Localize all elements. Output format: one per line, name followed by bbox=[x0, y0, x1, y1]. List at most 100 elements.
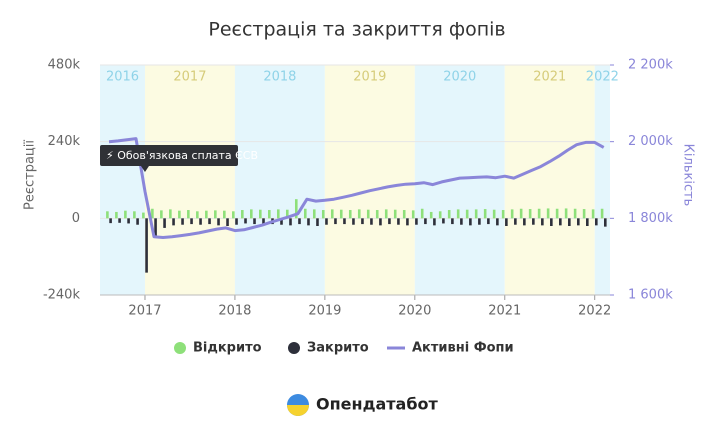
year-band bbox=[234, 65, 325, 295]
bar bbox=[397, 218, 400, 225]
bar bbox=[537, 208, 541, 219]
bar bbox=[289, 218, 292, 226]
bar bbox=[352, 218, 355, 225]
plot-background bbox=[100, 65, 610, 295]
y-tick-label: 480k bbox=[48, 58, 81, 73]
bar bbox=[483, 209, 487, 219]
bar bbox=[532, 218, 535, 225]
y-tick-label: 0 bbox=[72, 211, 80, 226]
bar bbox=[294, 199, 298, 219]
bar bbox=[402, 210, 406, 219]
bar bbox=[312, 209, 316, 219]
bar bbox=[136, 218, 139, 225]
bar bbox=[307, 218, 310, 226]
bar bbox=[496, 218, 499, 226]
bar bbox=[568, 218, 571, 226]
bar bbox=[465, 209, 469, 219]
bar bbox=[199, 218, 202, 225]
bar bbox=[303, 208, 307, 219]
bar bbox=[492, 209, 496, 219]
bar bbox=[433, 218, 436, 226]
x-tick-label: 2022 bbox=[578, 304, 611, 319]
band-label: 2017 bbox=[173, 70, 206, 85]
bar bbox=[501, 210, 505, 219]
bar bbox=[118, 218, 121, 223]
bar bbox=[217, 218, 220, 226]
bar bbox=[325, 218, 328, 225]
bar bbox=[187, 210, 190, 219]
x-tick-label: 2019 bbox=[308, 304, 341, 319]
band-label: 2020 bbox=[443, 70, 476, 85]
bar bbox=[559, 218, 562, 226]
bar bbox=[505, 218, 508, 226]
bar bbox=[208, 218, 211, 225]
bar bbox=[109, 218, 112, 224]
bar bbox=[160, 210, 163, 219]
bar bbox=[169, 209, 172, 219]
band-label: 2022 bbox=[586, 70, 619, 85]
bar bbox=[582, 209, 586, 219]
annotation-box bbox=[100, 145, 238, 166]
bar bbox=[591, 209, 595, 219]
bar bbox=[259, 209, 262, 219]
bar bbox=[406, 218, 409, 226]
bar bbox=[375, 210, 379, 219]
bar bbox=[447, 210, 451, 219]
bar bbox=[145, 218, 148, 273]
legend-label: Відкрито bbox=[193, 341, 262, 356]
bar bbox=[321, 210, 325, 219]
bar bbox=[384, 209, 388, 219]
bar bbox=[546, 208, 550, 219]
bar bbox=[357, 209, 361, 219]
bar bbox=[478, 218, 481, 225]
year-band bbox=[144, 65, 235, 295]
bar bbox=[460, 218, 463, 225]
bar bbox=[541, 218, 544, 226]
year-band bbox=[504, 65, 595, 295]
bar bbox=[334, 218, 337, 225]
band-label: 2019 bbox=[353, 70, 386, 85]
bar bbox=[528, 209, 532, 219]
legend-label: Закрито bbox=[307, 341, 369, 356]
legend-label: Активні Фопи bbox=[412, 341, 514, 356]
bar bbox=[595, 218, 598, 226]
year-band bbox=[414, 65, 505, 295]
bar bbox=[564, 208, 568, 219]
bar bbox=[379, 218, 382, 226]
bar bbox=[232, 211, 235, 219]
y2-axis-label: Кількість bbox=[681, 144, 696, 207]
bar bbox=[370, 218, 373, 225]
y2-tick-label: 2 000k bbox=[628, 134, 673, 149]
y2-tick-label: 2 200k bbox=[628, 58, 673, 73]
bar bbox=[241, 210, 244, 219]
bar bbox=[178, 210, 181, 219]
bar bbox=[226, 218, 229, 226]
bar bbox=[235, 218, 238, 225]
bar bbox=[429, 211, 433, 219]
bar bbox=[438, 211, 442, 219]
bar bbox=[510, 209, 514, 219]
bar bbox=[133, 211, 136, 219]
annotation-text: ⚡ Обов'язкова сплата ЄСВ bbox=[106, 149, 258, 162]
annotation-pointer bbox=[140, 166, 149, 172]
band-label: 2021 bbox=[533, 70, 566, 85]
bar bbox=[267, 210, 271, 219]
legend-swatch bbox=[174, 342, 186, 354]
bar bbox=[573, 208, 577, 219]
bar bbox=[253, 218, 256, 225]
legend-swatch bbox=[288, 342, 300, 354]
x-tick-label: 2018 bbox=[218, 304, 251, 319]
bar bbox=[604, 218, 607, 227]
brand-logo bbox=[287, 394, 309, 416]
bar bbox=[600, 208, 604, 219]
bar bbox=[424, 218, 427, 225]
bar bbox=[316, 218, 319, 226]
y2-tick-label: 1 600k bbox=[628, 288, 673, 303]
bar bbox=[343, 218, 346, 225]
bar bbox=[411, 210, 415, 219]
bar bbox=[151, 208, 154, 219]
bar bbox=[115, 211, 118, 219]
bar bbox=[469, 218, 472, 226]
bar bbox=[550, 218, 553, 226]
